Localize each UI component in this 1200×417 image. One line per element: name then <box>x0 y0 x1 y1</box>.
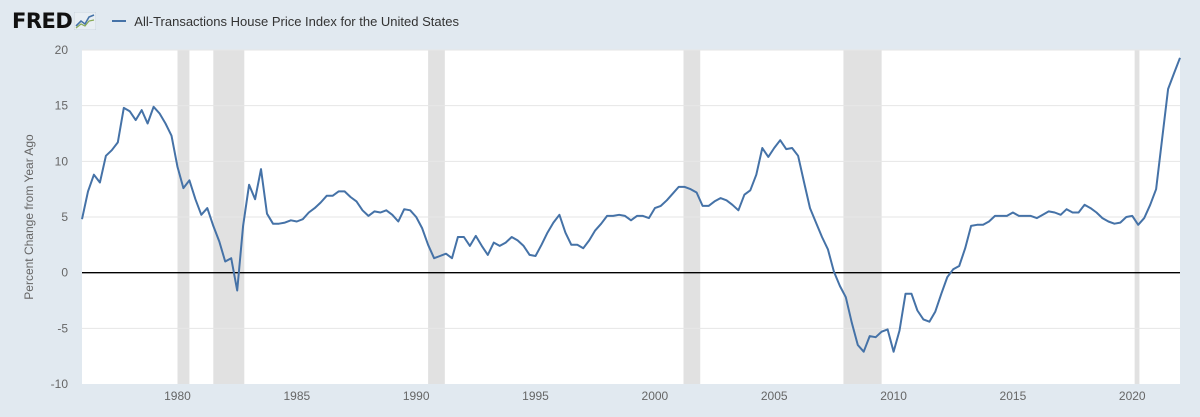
y-tick-label: 15 <box>55 99 69 113</box>
series-line <box>81 57 1181 353</box>
fred-logo[interactable]: FRED <box>12 9 73 33</box>
x-tick-label: 2020 <box>1119 389 1146 403</box>
y-tick-label: 5 <box>61 210 68 224</box>
legend-label: All-Transactions House Price Index for t… <box>134 13 459 29</box>
y-tick-label: 0 <box>61 266 68 280</box>
x-tick-label: 2000 <box>642 389 669 403</box>
legend-swatch <box>112 20 127 22</box>
fred-chart-mark-icon <box>74 12 97 30</box>
y-tick-label: -10 <box>51 377 69 391</box>
chart-header: FRED All-Transactions House Price Index … <box>12 8 459 34</box>
x-tick-label: 1985 <box>283 389 310 403</box>
x-tick-label: 1980 <box>164 389 191 403</box>
x-tick-label: 2005 <box>761 389 788 403</box>
x-tick-label: 1990 <box>403 389 430 403</box>
y-tick-label: 10 <box>55 154 69 168</box>
y-tick-label: 20 <box>55 43 69 57</box>
y-axis-label: Percent Change from Year Ago <box>22 134 36 300</box>
y-tick-label: -5 <box>57 321 68 335</box>
x-tick-label: 1995 <box>522 389 549 403</box>
x-axis-ticks: 1980 1985 1990 1995 2000 2005 2010 2015 2020 <box>164 389 1146 403</box>
y-axis-ticks: -10 -5 0 5 10 15 20 <box>51 43 69 391</box>
x-tick-label: 2015 <box>1000 389 1027 403</box>
x-tick-label: 2010 <box>880 389 907 403</box>
gridlines <box>82 49 1180 329</box>
